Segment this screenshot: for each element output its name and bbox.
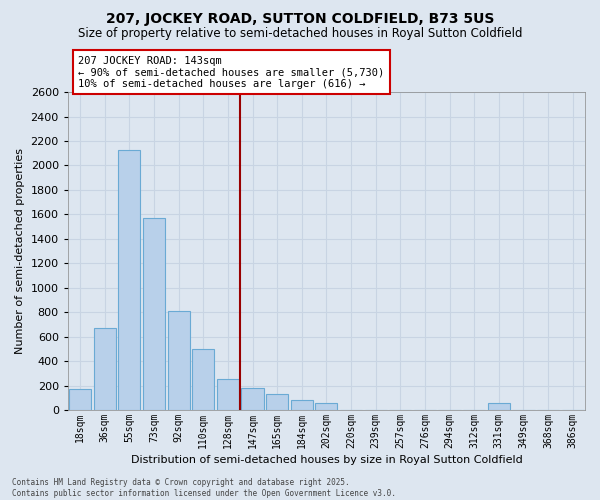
Y-axis label: Number of semi-detached properties: Number of semi-detached properties xyxy=(15,148,25,354)
Text: Contains HM Land Registry data © Crown copyright and database right 2025.
Contai: Contains HM Land Registry data © Crown c… xyxy=(12,478,396,498)
Bar xyxy=(241,388,263,410)
Bar xyxy=(143,218,165,410)
Text: 207 JOCKEY ROAD: 143sqm
← 90% of semi-detached houses are smaller (5,730)
10% of: 207 JOCKEY ROAD: 143sqm ← 90% of semi-de… xyxy=(78,56,385,89)
Text: Size of property relative to semi-detached houses in Royal Sutton Coldfield: Size of property relative to semi-detach… xyxy=(78,28,522,40)
Bar xyxy=(291,400,313,410)
Bar xyxy=(488,404,510,410)
Bar xyxy=(217,380,239,410)
X-axis label: Distribution of semi-detached houses by size in Royal Sutton Coldfield: Distribution of semi-detached houses by … xyxy=(131,455,522,465)
Bar xyxy=(192,349,214,410)
Text: 207, JOCKEY ROAD, SUTTON COLDFIELD, B73 5US: 207, JOCKEY ROAD, SUTTON COLDFIELD, B73 … xyxy=(106,12,494,26)
Bar xyxy=(69,389,91,410)
Bar xyxy=(266,394,288,410)
Bar xyxy=(94,328,116,410)
Bar xyxy=(167,311,190,410)
Bar xyxy=(316,404,337,410)
Bar xyxy=(118,150,140,410)
